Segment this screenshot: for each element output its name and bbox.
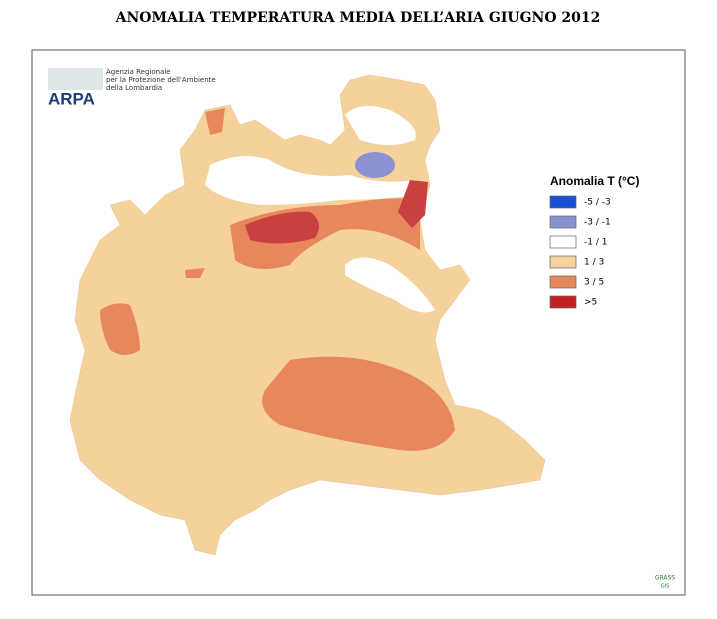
zone-orange [100, 303, 140, 355]
logo-line: per la Protezione dell'Ambiente [106, 76, 216, 84]
logo-line: Agenzia Regionale [106, 68, 171, 76]
legend-swatch [549, 235, 577, 249]
logo-bars [48, 68, 103, 90]
legend-swatch [549, 295, 577, 309]
legend-label: >5 [584, 298, 597, 308]
credit: GRASS [655, 575, 675, 582]
region [69, 74, 546, 556]
zone-orange [262, 356, 455, 451]
legend-swatch [549, 195, 577, 209]
zone-white [345, 257, 435, 313]
legend-swatch [549, 275, 577, 289]
logo: ARPA Agenzia Regionale per la Protezione… [48, 68, 216, 108]
logo-name: ARPA [48, 89, 95, 108]
logo-line: della Lombardia [106, 84, 162, 92]
legend-title: Anomalia T (°C) [550, 174, 639, 188]
legend-label: 1 / 3 [584, 258, 604, 268]
zone-orange [205, 108, 225, 135]
zone-orange [185, 268, 205, 278]
zone-blue [355, 152, 395, 178]
legend-swatch [549, 255, 577, 269]
zone-white [205, 156, 420, 205]
legend-label: -5 / -3 [584, 198, 611, 208]
legend: Anomalia T (°C) -5 / -3 -3 / -1 -1 / 1 1 / … [549, 174, 639, 309]
zone-white [345, 106, 416, 145]
legend-swatch [549, 215, 577, 229]
legend-label: 3 / 5 [584, 278, 604, 288]
title: ANOMALIA TEMPERATURA MEDIA DELL’ARIA GIU… [115, 10, 601, 26]
credit-sub: GIS [661, 584, 670, 590]
legend-label: -3 / -1 [584, 218, 611, 228]
zone-red [398, 180, 428, 228]
zone-red [245, 211, 319, 244]
legend-label: -1 / 1 [584, 238, 607, 248]
